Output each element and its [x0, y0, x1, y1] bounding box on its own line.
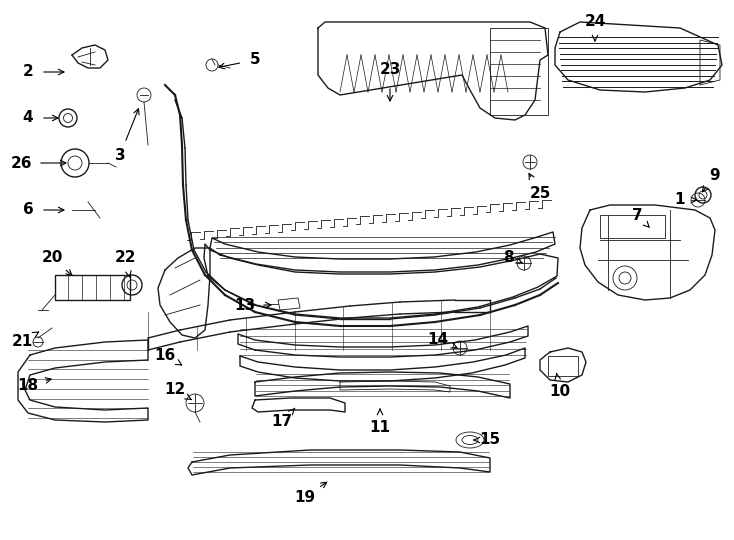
Text: 23: 23: [379, 63, 401, 78]
Text: 15: 15: [479, 433, 501, 448]
Text: 21: 21: [11, 334, 32, 349]
Text: 24: 24: [584, 15, 606, 30]
Text: 26: 26: [11, 156, 33, 171]
Text: 7: 7: [632, 207, 642, 222]
Text: 8: 8: [503, 249, 513, 265]
Text: 10: 10: [550, 384, 570, 400]
Text: 19: 19: [294, 489, 316, 504]
Text: 13: 13: [234, 298, 255, 313]
Text: 5: 5: [250, 52, 261, 68]
Text: 2: 2: [23, 64, 33, 79]
Text: 16: 16: [154, 348, 175, 362]
Text: 3: 3: [115, 147, 126, 163]
Text: 1: 1: [675, 192, 686, 207]
Text: 18: 18: [18, 377, 39, 393]
Text: 20: 20: [41, 251, 62, 266]
Text: 9: 9: [710, 167, 720, 183]
Text: 6: 6: [23, 202, 33, 218]
Text: 14: 14: [427, 333, 448, 348]
Text: 12: 12: [164, 382, 186, 397]
Text: 25: 25: [529, 186, 550, 200]
Text: 22: 22: [115, 251, 136, 266]
Text: 17: 17: [272, 415, 293, 429]
Text: 4: 4: [23, 111, 33, 125]
Text: 11: 11: [369, 421, 390, 435]
